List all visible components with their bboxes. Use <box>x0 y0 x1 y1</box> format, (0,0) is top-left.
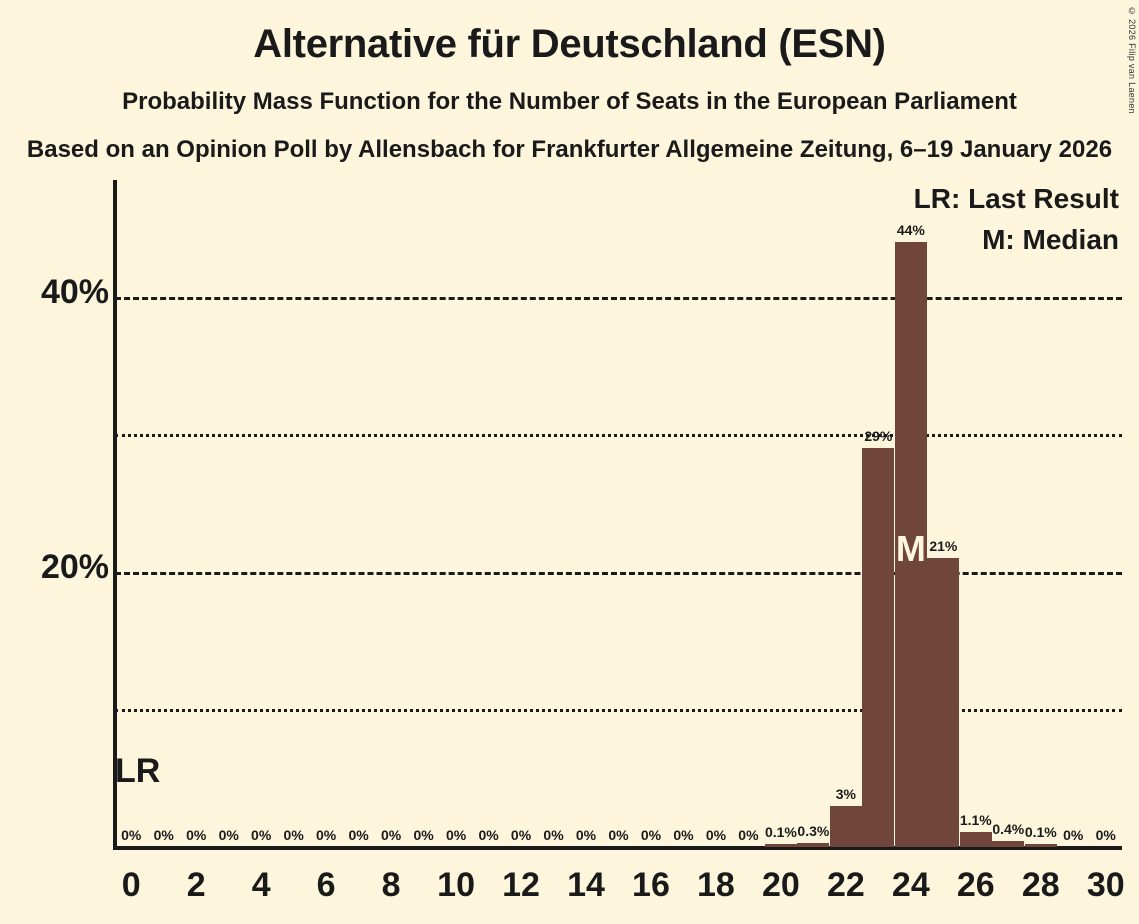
x-tick-label-8: 8 <box>381 866 401 904</box>
gridline-30 <box>115 434 1122 438</box>
x-tick-label-14: 14 <box>567 866 605 904</box>
x-tick-label-0: 0 <box>121 866 141 904</box>
bar-value-label-seat-3: 0% <box>218 827 239 843</box>
bar-seat-26 <box>959 831 992 847</box>
gridline-40 <box>115 296 1122 300</box>
bar-seat-21 <box>797 842 830 847</box>
last-result-marker: LR <box>115 752 161 790</box>
bar-value-label-seat-11: 0% <box>478 827 499 843</box>
bar-value-label-seat-14: 0% <box>575 827 597 843</box>
bar-value-label-seat-16: 0% <box>640 827 662 843</box>
x-tick-label-28: 28 <box>1021 866 1060 904</box>
bar-value-label-seat-24: 44% <box>896 221 925 238</box>
bar-value-label-seat-1: 0% <box>153 827 174 843</box>
bar-value-label-seat-25: 21% <box>929 538 958 555</box>
bar-seat-22 <box>829 805 862 847</box>
gridline-20 <box>115 571 1122 575</box>
y-tick-label-20%: 20% <box>40 547 109 586</box>
bar-value-label-seat-9: 0% <box>413 827 434 843</box>
x-tick-label-4: 4 <box>251 866 271 904</box>
bar-value-label-seat-17: 0% <box>673 827 694 843</box>
bar-value-label-seat-20: 0.1% <box>764 824 797 840</box>
median-marker: M <box>895 528 926 569</box>
bar-value-label-seat-13: 0% <box>543 827 564 843</box>
x-tick-label-24: 24 <box>891 866 930 904</box>
bar-value-label-seat-12: 0% <box>510 827 532 843</box>
bar-value-label-seat-2: 0% <box>186 827 207 843</box>
copyright-notice: © 2026 Filip van Laenen <box>1127 6 1137 114</box>
bar-value-label-seat-15: 0% <box>608 827 629 843</box>
x-tick-label-30: 30 <box>1086 866 1125 904</box>
bar-value-label-seat-10: 0% <box>445 827 467 843</box>
bar-value-label-seat-6: 0% <box>316 827 337 843</box>
bar-seat-27 <box>992 841 1025 847</box>
chart-source-line: Based on an Opinion Poll by Allensbach f… <box>26 136 1113 163</box>
bar-value-label-seat-26: 1.1% <box>959 811 992 828</box>
bar-seat-24 <box>894 241 927 847</box>
gridline-10 <box>115 709 1122 713</box>
legend-median: M: Median <box>982 224 1119 255</box>
bar-value-label-seat-4: 0% <box>251 827 272 843</box>
x-tick-label-18: 18 <box>697 866 735 904</box>
y-tick-label-40%: 40% <box>40 272 109 311</box>
bar-value-label-seat-28: 0.1% <box>1024 824 1057 840</box>
x-tick-label-2: 2 <box>186 866 206 904</box>
bar-value-label-seat-0: 0% <box>121 827 142 843</box>
bar-seat-28 <box>1024 844 1057 847</box>
x-tick-label-22: 22 <box>826 866 865 904</box>
bar-seat-23 <box>862 448 895 847</box>
x-tick-label-16: 16 <box>632 866 670 904</box>
bar-value-label-seat-21: 0.3% <box>797 822 830 839</box>
bar-value-label-seat-19: 0% <box>738 827 759 843</box>
x-tick-label-12: 12 <box>502 866 540 904</box>
x-axis-line <box>113 846 1122 850</box>
plot-area: 0% 0% 0% 0% 0% 0% 0% 0% 0% 0% 0% 0% 0% 0% 0% 0% 0% 0% 0% 0%… <box>115 180 1122 848</box>
bar-value-label-seat-7: 0% <box>348 827 369 843</box>
bar-seat-20 <box>764 844 797 847</box>
x-tick-label-10: 10 <box>437 866 475 904</box>
bar-value-label-seat-8: 0% <box>380 827 402 843</box>
bar-value-label-seat-23: 29% <box>864 428 893 445</box>
legend-last-result: LR: Last Result <box>913 183 1119 214</box>
x-tick-label-6: 6 <box>316 866 336 904</box>
bar-value-label-seat-29: 0% <box>1063 827 1084 843</box>
y-axis-line <box>113 180 117 850</box>
x-tick-label-20: 20 <box>761 866 800 904</box>
page-title: Alternative für Deutschland (ESN) <box>253 22 886 66</box>
x-tick-label-26: 26 <box>956 866 995 904</box>
bar-value-label-seat-18: 0% <box>705 827 727 843</box>
bar-value-label-seat-30: 0% <box>1095 827 1116 843</box>
bar-value-label-seat-22: 3% <box>835 785 856 802</box>
chart-subtitle: Probability Mass Function for the Number… <box>122 88 1017 115</box>
bar-value-label-seat-5: 0% <box>283 827 304 843</box>
bar-seat-25 <box>927 558 960 847</box>
bar-value-label-seat-27: 0.4% <box>992 821 1025 838</box>
